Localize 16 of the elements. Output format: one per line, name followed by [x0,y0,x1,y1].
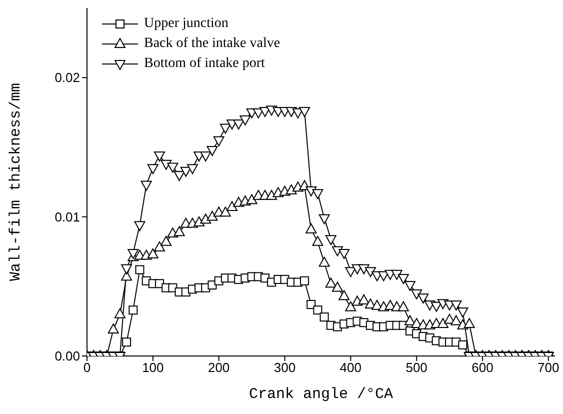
x-tick-label: 200 [208,360,230,376]
legend-label: Bottom of intake port [144,55,265,73]
x-tick-label: 600 [472,360,494,376]
legend-label: Back of the intake valve [144,35,280,53]
legend-label: Upper junction [144,15,228,33]
x-tick-label: 500 [406,360,428,376]
x-tick-label: 400 [340,360,362,376]
x-tick-label: 0 [83,360,91,376]
x-tick-label: 700 [538,360,560,376]
y-tick-label: 0.00 [54,348,80,364]
x-tick-label: 100 [142,360,164,376]
x-tick-label: 300 [274,360,296,376]
y-axis-title: Wall-film thickness/mm [7,82,24,282]
x-axis-title: Crank angle /°CA [248,386,394,403]
y-tick-label: 0.01 [54,209,80,224]
y-tick-label: 0.02 [54,70,80,86]
